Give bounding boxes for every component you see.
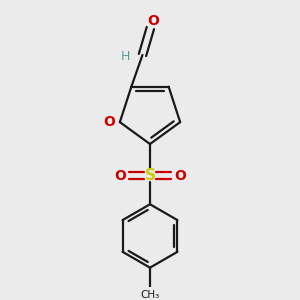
Text: O: O (114, 169, 126, 183)
Text: S: S (145, 168, 155, 183)
Text: H: H (120, 50, 130, 63)
Text: O: O (148, 14, 160, 28)
Text: O: O (174, 169, 186, 183)
Text: CH₃: CH₃ (140, 290, 160, 300)
Text: O: O (103, 115, 115, 129)
